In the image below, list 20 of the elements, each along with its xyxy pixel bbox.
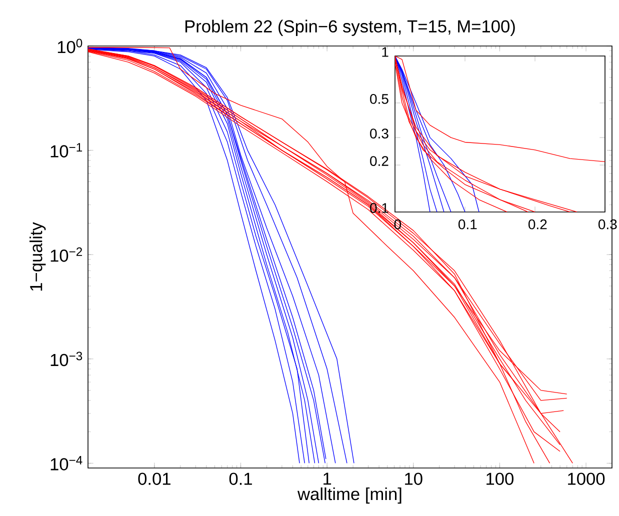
y-tick-label: 10$^{−3}$ bbox=[50, 352, 82, 366]
y-tick-label: 10$^{0}$ bbox=[58, 38, 82, 54]
y-tick-label: 0.5 bbox=[370, 94, 388, 104]
y-tick-label: 10$^{−1}$ bbox=[50, 143, 82, 158]
x-tick-label: 0.1 bbox=[229, 472, 252, 485]
x-tick-label: 0.2 bbox=[528, 219, 547, 230]
x-axis-title: walltime [min] bbox=[297, 487, 402, 504]
y-tick-label: 1 bbox=[382, 47, 388, 57]
x-tick-label: 1 bbox=[324, 472, 332, 485]
y-axis-title: 1−quality bbox=[30, 222, 46, 291]
x-tick-label: 100 bbox=[486, 472, 514, 485]
chart-title: Problem 22 (Spin−6 system, T=15, M=100) bbox=[185, 20, 515, 36]
x-tick-label: 10 bbox=[405, 472, 422, 485]
y-tick-label: 0.2 bbox=[370, 156, 388, 166]
x-tick-label: 0.1 bbox=[458, 219, 477, 230]
y-tick-label: 0.3 bbox=[370, 128, 388, 139]
y-tick-label: 10$^{−4}$ bbox=[50, 456, 82, 470]
x-tick-label: 0.01 bbox=[138, 472, 170, 485]
y-tick-label: 10$^{−2}$ bbox=[50, 247, 82, 262]
x-tick-label: 1000 bbox=[568, 472, 605, 485]
